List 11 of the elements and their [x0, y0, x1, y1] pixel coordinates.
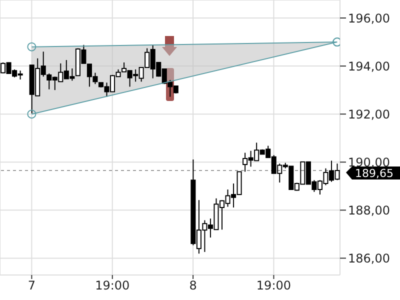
ref-line-label: 189,65 — [355, 167, 394, 180]
x-tick-label: 8 — [189, 278, 197, 293]
y-tick-label: 188,00 — [348, 203, 390, 218]
y-tick-label: 186,00 — [348, 251, 390, 266]
y-tick-label: 190,00 — [348, 155, 390, 170]
y-tick-label: 196,00 — [348, 11, 390, 26]
y-tick-label: 194,00 — [348, 59, 390, 74]
x-tick-label: 19:00 — [256, 278, 292, 293]
y-tick-label: 192,00 — [348, 107, 390, 122]
x-tick-label: 19:00 — [95, 278, 130, 293]
x-tick-label: 7 — [28, 278, 36, 293]
